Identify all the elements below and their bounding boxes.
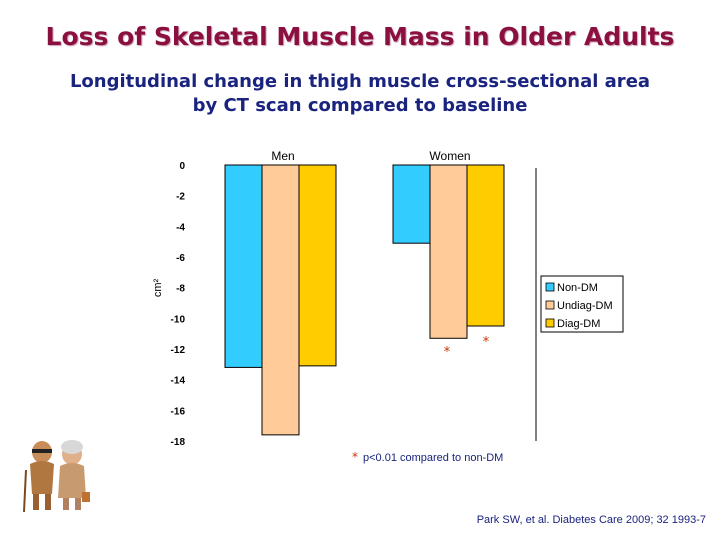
- bar-non-dm-men: [224, 164, 263, 368]
- legend-swatch-non-dm: [545, 282, 555, 292]
- y-tick-label: -18: [171, 437, 186, 448]
- chart-subtitle: Longitudinal change in thigh muscle cros…: [0, 70, 720, 118]
- y-tick-label: -2: [176, 192, 185, 203]
- y-axis-label: cm²: [152, 279, 164, 298]
- significance-star: *: [444, 345, 451, 360]
- bar-undiag-dm-women: [429, 164, 468, 339]
- y-tick-label: -12: [171, 345, 186, 356]
- subtitle-line-2: by CT scan compared to baseline: [192, 95, 528, 116]
- category-label: Men: [271, 149, 294, 163]
- legend-label-diag-dm: Diag-DM: [557, 318, 600, 330]
- y-tick-label: -14: [171, 376, 186, 387]
- legend-label-non-dm: Non-DM: [557, 282, 598, 294]
- citation: Park SW, et al. Diabetes Care 2009; 32 1…: [476, 514, 706, 526]
- bar-diag-dm-men: [298, 164, 337, 367]
- legend-swatch-diag-dm: [545, 318, 555, 328]
- y-tick-label: -16: [171, 406, 186, 417]
- elderly-couple-icon: [23, 440, 90, 513]
- y-tick-label: -6: [176, 253, 185, 264]
- significance-star: *: [483, 335, 490, 350]
- legend-label-undiag-dm: Undiag-DM: [557, 300, 613, 312]
- bar-non-dm-women: [392, 164, 431, 244]
- subtitle-line-1: Longitudinal change in thigh muscle cros…: [69, 71, 651, 92]
- bar-undiag-dm-men: [261, 164, 300, 436]
- page-title: Loss of Skeletal Muscle Mass in Older Ad…: [45, 22, 675, 51]
- footnote-star: *: [352, 450, 358, 464]
- legend-box: [540, 275, 624, 333]
- bar-diag-dm-women: [466, 164, 505, 327]
- category-label: Women: [429, 149, 470, 163]
- y-tick-label: -4: [176, 222, 185, 233]
- footnote-text: p<0.01 compared to non-DM: [363, 452, 503, 464]
- y-tick-label: -8: [176, 284, 185, 295]
- y-tick-label: 0: [179, 161, 185, 172]
- y-tick-label: -10: [171, 314, 186, 325]
- legend-swatch-undiag-dm: [545, 300, 555, 310]
